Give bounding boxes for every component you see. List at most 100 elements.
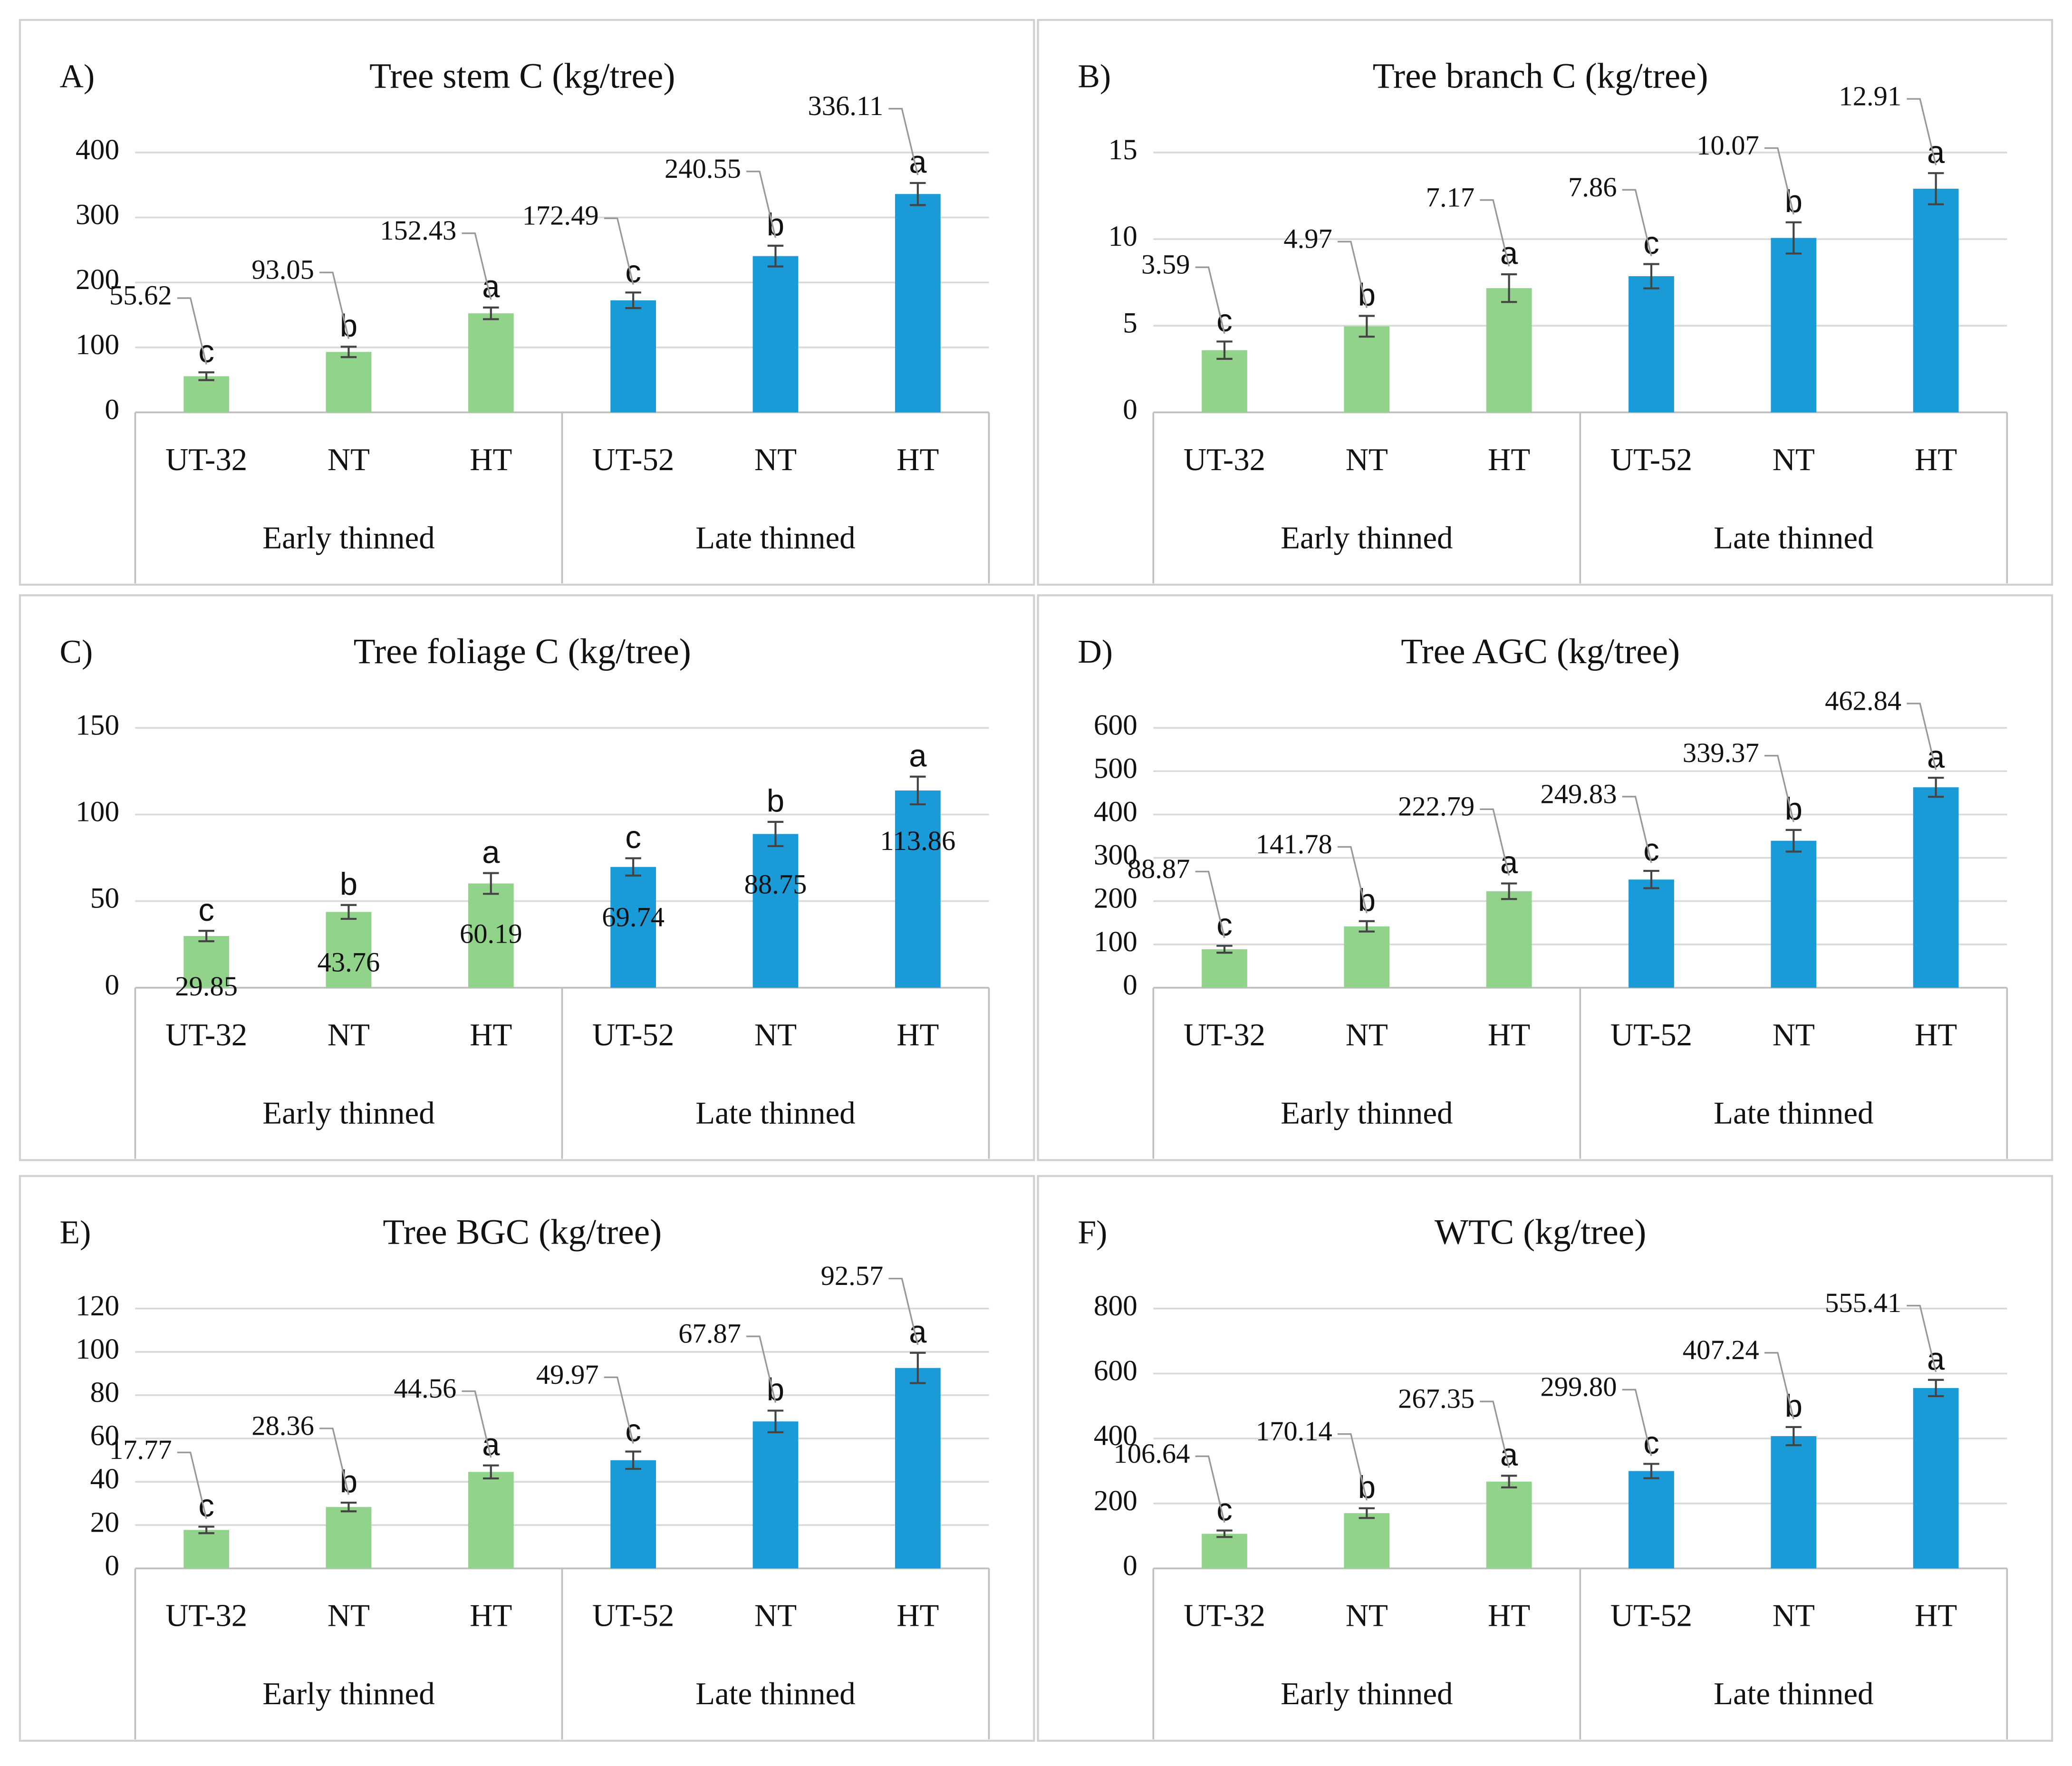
x-tick-label: HT (896, 442, 939, 477)
bar (895, 1368, 941, 1569)
bar (1486, 891, 1532, 988)
error-bar (1501, 882, 1517, 900)
bar (1913, 188, 1959, 413)
leader-line (1764, 1352, 1794, 1419)
chart-title: Tree branch C (kg/tree) (1373, 57, 1708, 96)
panel-frame (1037, 19, 2053, 586)
leader-line (1195, 266, 1225, 334)
error-bar (1643, 869, 1659, 889)
panel-label: A) (59, 58, 95, 95)
panel: C) Tree foliage C (kg/tree) 0 50 100 150 Early… (19, 594, 1035, 1161)
bar (1344, 1513, 1390, 1569)
y-tick-label: 500 (1094, 752, 1137, 784)
y-tick-label: 0 (105, 1549, 119, 1582)
bar (1202, 1534, 1247, 1569)
y-tick-label: 400 (1094, 1419, 1137, 1452)
error-bar (198, 930, 214, 943)
bar (1486, 1481, 1532, 1569)
x-tick-label: NT (754, 1598, 797, 1633)
y-tick-label: 200 (76, 263, 119, 296)
group-label: Early thinned (262, 1676, 434, 1711)
error-bar (1785, 1426, 1802, 1447)
bar (1913, 1388, 1959, 1569)
group-label: Late thinned (1714, 520, 1873, 555)
data-label: 222.79 (1398, 791, 1474, 822)
x-tick-label: HT (470, 442, 512, 477)
group-label: Early thinned (1281, 1096, 1453, 1131)
bar (610, 300, 656, 413)
error-bar (483, 872, 499, 895)
error-bar (1501, 1475, 1517, 1489)
data-label: 69.74 (602, 902, 665, 933)
leader-line (888, 1277, 919, 1345)
x-tick-label: NT (754, 1017, 797, 1052)
bar (1913, 787, 1959, 988)
significance-letter: c (625, 820, 641, 855)
x-tick-label: UT-52 (1610, 1598, 1692, 1633)
panel-frame (1037, 594, 2053, 1161)
bar (1202, 949, 1247, 988)
data-label: 49.97 (536, 1359, 599, 1390)
data-label: 141.78 (1256, 829, 1332, 859)
bar (752, 1421, 799, 1569)
data-label: 152.43 (380, 215, 456, 246)
bar (895, 194, 941, 413)
chart-title: Tree stem C (kg/tree) (369, 57, 675, 96)
y-tick-label: 100 (1094, 926, 1137, 958)
panel-frame (19, 1175, 1035, 1742)
bar (468, 883, 514, 988)
x-tick-label: HT (1488, 442, 1530, 477)
data-label: 88.87 (1128, 853, 1190, 884)
x-tick-label: UT-52 (1610, 1017, 1692, 1052)
group-label: Late thinned (695, 1676, 855, 1711)
error-bar (767, 244, 784, 268)
x-tick-label: NT (1346, 1598, 1388, 1633)
panel: E) Tree BGC (kg/tree) 0 20 40 60 80 100 120 Early… (19, 1175, 1035, 1742)
chart-title: WTC (kg/tree) (1435, 1213, 1646, 1252)
data-label: 43.76 (318, 946, 380, 977)
data-label: 28.36 (251, 1410, 314, 1441)
data-label: 172.49 (522, 200, 599, 231)
group-label: Early thinned (262, 1096, 434, 1131)
panel-label: B) (1078, 58, 1111, 95)
x-tick-label: HT (1915, 1598, 1957, 1633)
data-label: 92.57 (821, 1260, 884, 1291)
bar (326, 352, 372, 413)
error-bar (910, 1351, 926, 1384)
data-label: 106.64 (1113, 1438, 1190, 1469)
leader-line (1337, 241, 1368, 309)
chart-title: Tree BGC (kg/tree) (383, 1213, 662, 1252)
error-bar (483, 306, 499, 320)
bar (752, 834, 799, 988)
y-tick-label: 0 (1123, 394, 1137, 426)
data-label: 240.55 (665, 153, 741, 184)
error-bar (910, 182, 926, 206)
y-tick-label: 200 (1094, 1485, 1137, 1517)
x-tick-label: HT (1488, 1598, 1530, 1633)
panel: A) Tree stem C (kg/tree) 0 100 200 300 400 Earl… (19, 19, 1035, 586)
y-tick-label: 120 (76, 1290, 119, 1322)
bar (895, 790, 941, 988)
leader-line (177, 1451, 207, 1519)
panel: F) WTC (kg/tree) 0 200 400 600 800 Early thinne… (1037, 1175, 2053, 1742)
error-bar (910, 775, 926, 806)
leader-line (462, 1390, 492, 1458)
x-tick-label: UT-32 (165, 442, 247, 477)
error-bar (198, 1525, 214, 1534)
bar (326, 912, 372, 988)
y-tick-label: 300 (1094, 839, 1137, 871)
leader-line (746, 171, 777, 238)
group-label: Late thinned (1714, 1676, 1873, 1711)
panel-label: E) (59, 1214, 91, 1251)
x-tick-label: HT (470, 1598, 512, 1633)
y-tick-label: 0 (105, 394, 119, 426)
y-tick-label: 50 (90, 882, 119, 915)
group-label: Late thinned (695, 1096, 855, 1131)
error-bar (198, 371, 214, 381)
x-tick-label: NT (1773, 1017, 1815, 1052)
y-tick-label: 60 (90, 1419, 119, 1452)
leader-line (1764, 755, 1794, 822)
x-tick-label: NT (754, 442, 797, 477)
error-bar (1216, 1529, 1233, 1538)
